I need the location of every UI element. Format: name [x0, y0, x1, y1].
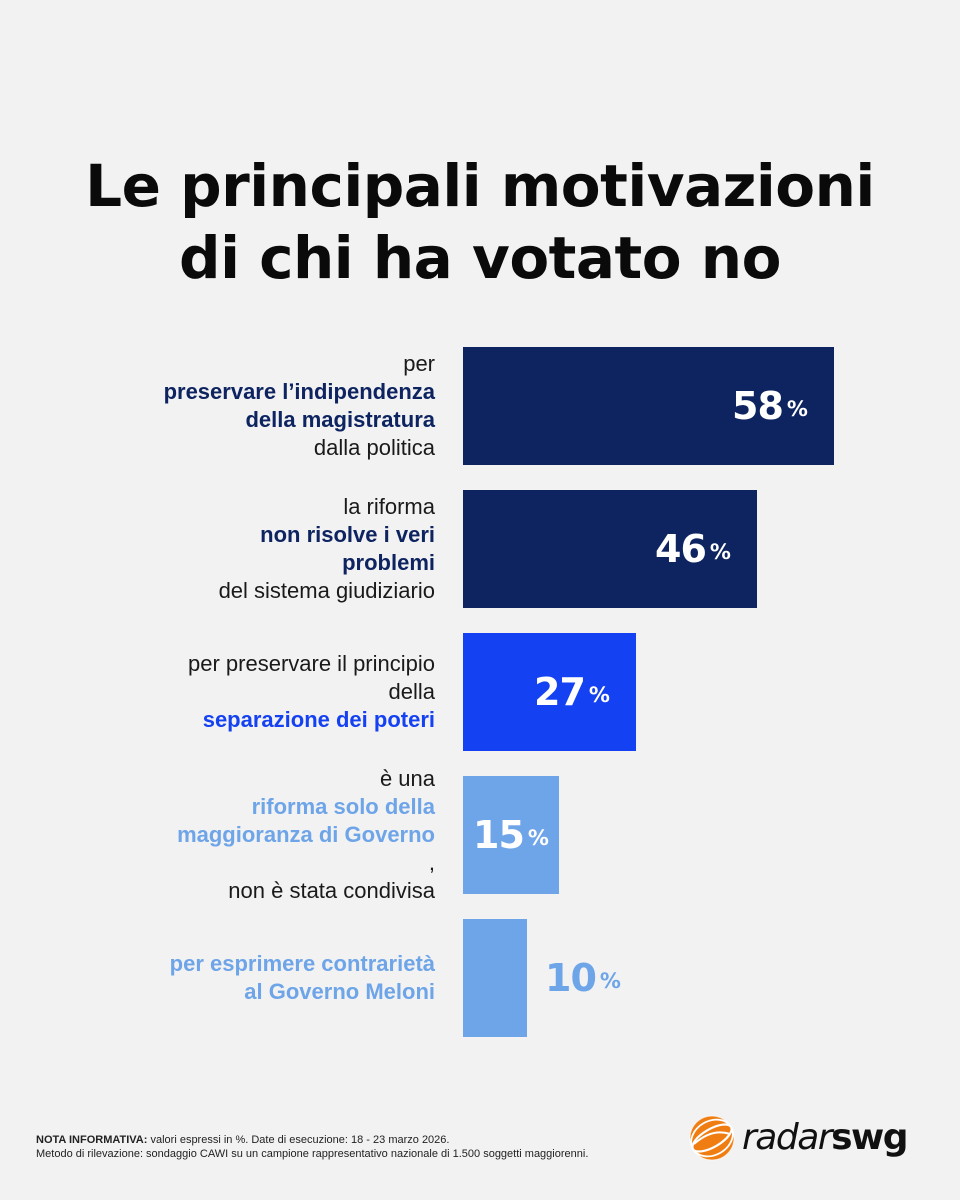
value-unit: %	[599, 969, 621, 993]
label-highlight: preservare l’indipendenza	[163, 379, 435, 404]
label-highlight: non risolve i veri	[260, 522, 435, 547]
value-unit: %	[527, 826, 549, 850]
category-label: è una riforma solo della maggioranza di G…	[15, 766, 435, 903]
value-label: 46%	[655, 490, 731, 608]
chart-row: per preservare il principio della separaz…	[0, 633, 960, 751]
label-text: della	[388, 679, 435, 704]
label-text: del sistema giudiziario	[218, 578, 435, 603]
value-label: 15%	[473, 776, 549, 894]
value-number: 58	[732, 384, 784, 428]
value-label: 27%	[534, 633, 610, 751]
methodology-note: NOTA INFORMATIVA: valori espressi in %. …	[36, 1133, 656, 1161]
category-label-line: problemi del sistema giudiziario	[219, 549, 435, 605]
category-label: per preservare il principio della separaz…	[15, 633, 435, 751]
label-text: dalla politica	[313, 435, 435, 460]
label-text: non è stata condivisa	[228, 878, 435, 903]
label-highlight: riforma solo della	[251, 794, 435, 819]
label-text: la riforma	[343, 494, 435, 519]
category-label-line: non è stata condivisa	[228, 877, 435, 905]
label-highlight: separazione dei poteri	[202, 707, 435, 732]
note-line-2: Metodo di rilevazione: sondaggio CAWI su…	[36, 1148, 589, 1160]
value-number: 46	[655, 527, 707, 571]
label-text: per	[403, 351, 435, 376]
title-line-1: Le principali motivazioni	[85, 152, 875, 220]
category-label-line: è una riforma solo della	[252, 765, 435, 821]
chart-row: la riforma non risolve i veri problemi de…	[0, 490, 960, 608]
label-highlight: problemi	[342, 550, 435, 575]
bar	[463, 919, 527, 1037]
category-label-line: al Governo Meloni	[244, 978, 435, 1006]
value-number: 15	[473, 813, 525, 857]
category-label-line: maggioranza di Governo,	[177, 821, 435, 877]
category-label: la riforma non risolve i veri problemi de…	[15, 490, 435, 608]
category-label-line: della separazione dei poteri	[203, 678, 435, 734]
category-label-line: per preservare il principio	[188, 650, 435, 678]
value-unit: %	[588, 683, 610, 707]
bar	[463, 633, 636, 751]
chart-row: per preservare l’indipendenza della magis…	[0, 347, 960, 465]
value-number: 10	[545, 956, 597, 1000]
category-label-line: della magistratura dalla politica	[245, 406, 435, 462]
chart-row: è una riforma solo della maggioranza di G…	[0, 766, 960, 903]
category-label-line: la riforma non risolve i veri	[260, 493, 435, 549]
bar	[463, 776, 559, 894]
value-label: 58%	[732, 347, 808, 465]
label-highlight: maggioranza di Governo	[177, 822, 435, 847]
chart-row: per esprimere contrarietà al Governo Melo…	[0, 919, 960, 1037]
label-text: per preservare il principio	[188, 651, 435, 676]
label-highlight: della magistratura	[245, 407, 435, 432]
label-highlight: per esprimere contrarietà	[169, 951, 435, 976]
note-line-1: valori espressi in %. Date di esecuzione…	[147, 1134, 450, 1146]
label-text: ,	[428, 850, 435, 875]
category-label: per esprimere contrarietà al Governo Melo…	[15, 919, 435, 1037]
category-label-line: per esprimere contrarietà	[170, 950, 435, 978]
value-number: 27	[534, 670, 586, 714]
logo-word-radar: radar	[742, 1117, 833, 1158]
bar	[463, 490, 757, 608]
radar-swg-logo: radarswg	[688, 1110, 928, 1166]
note-label: NOTA INFORMATIVA:	[36, 1134, 148, 1146]
value-unit: %	[709, 540, 731, 564]
page-title: Le principali motivazioni di chi ha vota…	[0, 150, 960, 294]
category-label: per preservare l’indipendenza della magis…	[15, 347, 435, 465]
title-line-2: di chi ha votato no	[179, 224, 781, 292]
value-unit: %	[786, 397, 808, 421]
logo-word-swg: swg	[831, 1117, 908, 1158]
radar-globe-icon	[689, 1115, 735, 1161]
label-text: è una	[379, 766, 435, 791]
value-label: 10%	[545, 919, 621, 1037]
category-label-line: per preservare l’indipendenza	[164, 350, 435, 406]
label-highlight: al Governo Meloni	[244, 979, 435, 1004]
bar	[463, 347, 834, 465]
